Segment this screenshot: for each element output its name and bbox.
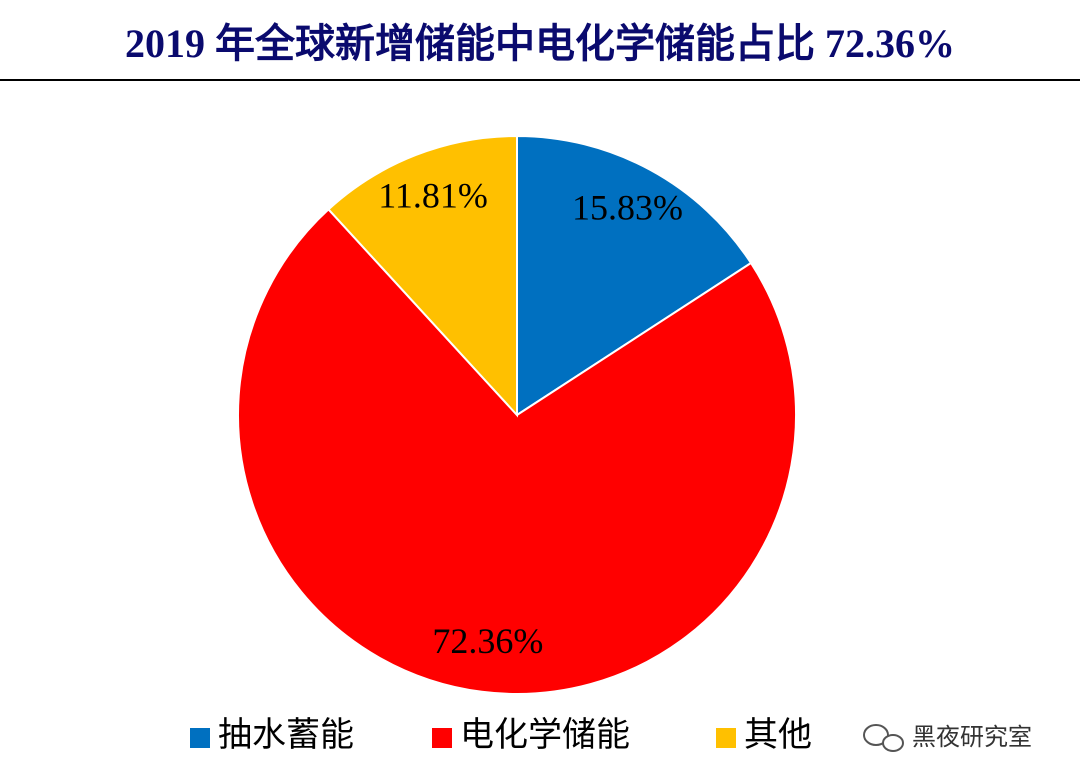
pie-slice (516, 134, 753, 417)
watermark-icon (882, 734, 904, 752)
value-label: 15.83% (572, 188, 683, 228)
legend-label: 抽水蓄能 (218, 716, 354, 754)
pie-slice (327, 134, 518, 418)
watermark: 黑夜研究室 (863, 723, 1032, 752)
chart-title: 2019 年全球新增储能中电化学储能占比 72.36% (125, 21, 955, 66)
legend-swatch (432, 728, 452, 748)
legend-swatch (190, 728, 210, 748)
value-label: 72.36% (432, 621, 543, 661)
legend-swatch (716, 728, 736, 748)
legend-label: 电化学储能 (460, 716, 630, 754)
value-label: 11.81% (378, 175, 488, 215)
legend-label: 其他 (744, 717, 812, 754)
pie-slice (237, 207, 797, 695)
watermark-text: 黑夜研究室 (912, 723, 1032, 751)
